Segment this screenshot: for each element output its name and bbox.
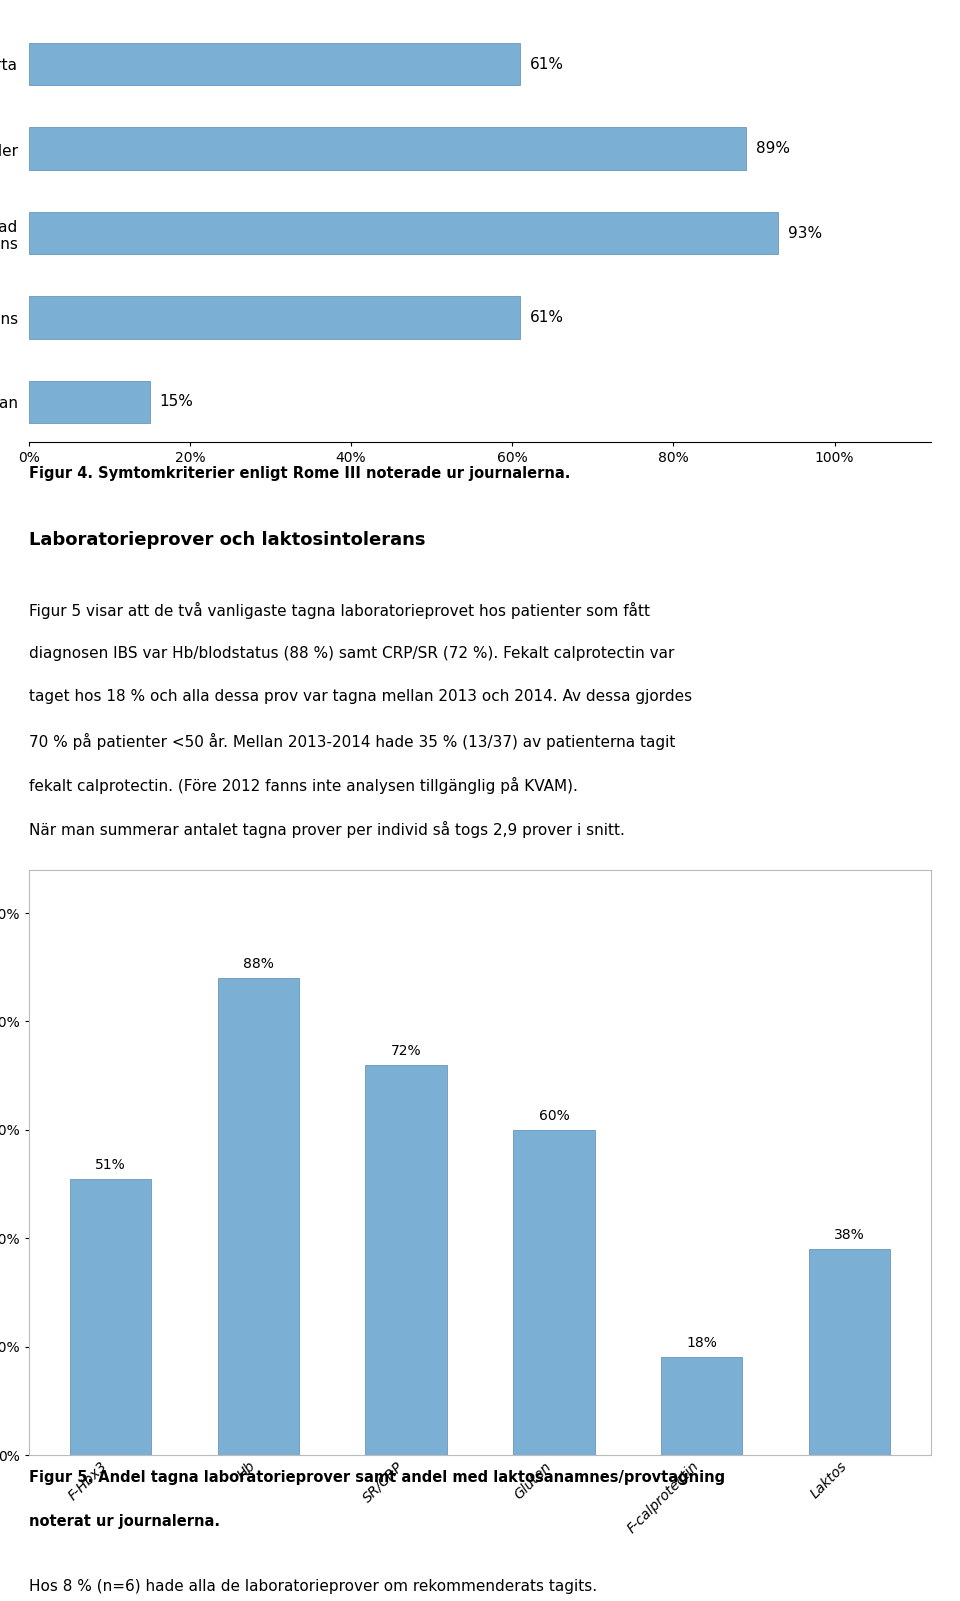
Text: 89%: 89% xyxy=(756,141,789,155)
Text: 60%: 60% xyxy=(539,1109,569,1122)
Text: 72%: 72% xyxy=(391,1044,421,1058)
Bar xyxy=(366,1065,446,1455)
Text: 70 % på patienter <50 år. Mellan 2013-2014 hade 35 % (13/37) av patienterna tagi: 70 % på patienter <50 år. Mellan 2013-20… xyxy=(29,733,675,751)
Text: Figur 4. Symtomkriterier enligt Rome III noterade ur journalerna.: Figur 4. Symtomkriterier enligt Rome III… xyxy=(29,466,570,480)
Text: taget hos 18 % och alla dessa prov var tagna mellan 2013 och 2014. Av dessa gjor: taget hos 18 % och alla dessa prov var t… xyxy=(29,690,692,704)
Bar xyxy=(29,128,746,170)
Text: Laboratorieprover och laktosintolerans: Laboratorieprover och laktosintolerans xyxy=(29,530,425,549)
Bar xyxy=(29,43,520,85)
Text: 51%: 51% xyxy=(95,1158,126,1172)
Text: 61%: 61% xyxy=(530,311,564,325)
Text: 61%: 61% xyxy=(530,56,564,72)
Text: noterat ur journalerna.: noterat ur journalerna. xyxy=(29,1513,220,1529)
Text: diagnosen IBS var Hb/blodstatus (88 %) samt CRP/SR (72 %). Fekalt calprotectin v: diagnosen IBS var Hb/blodstatus (88 %) s… xyxy=(29,645,674,661)
Text: Figur 5 visar att de två vanligaste tagna laboratorieprovet hos patienter som få: Figur 5 visar att de två vanligaste tagn… xyxy=(29,602,650,620)
Text: 88%: 88% xyxy=(243,957,274,972)
Bar xyxy=(809,1249,890,1455)
Bar xyxy=(29,296,520,339)
Bar xyxy=(29,211,779,255)
Text: fekalt calprotectin. (Före 2012 fanns inte analysen tillgänglig på KVAM).: fekalt calprotectin. (Före 2012 fanns in… xyxy=(29,776,578,794)
Text: 93%: 93% xyxy=(788,226,822,240)
Bar xyxy=(29,381,150,423)
Text: 15%: 15% xyxy=(159,394,193,410)
Text: Hos 8 % (n=6) hade alla de laboratorieprover om rekommenderats tagits.: Hos 8 % (n=6) hade alla de laboratoriepr… xyxy=(29,1579,597,1595)
Bar xyxy=(70,1178,151,1455)
Text: Figur 5. Andel tagna laboratorieprover samt andel med laktosanamnes/provtagning: Figur 5. Andel tagna laboratorieprover s… xyxy=(29,1470,725,1486)
Text: 38%: 38% xyxy=(834,1228,865,1242)
Text: 18%: 18% xyxy=(686,1337,717,1350)
Bar xyxy=(514,1130,594,1455)
Text: När man summerar antalet tagna prover per individ så togs 2,9 prover i snitt.: När man summerar antalet tagna prover pe… xyxy=(29,821,625,837)
Bar xyxy=(218,978,299,1455)
Bar xyxy=(661,1358,742,1455)
